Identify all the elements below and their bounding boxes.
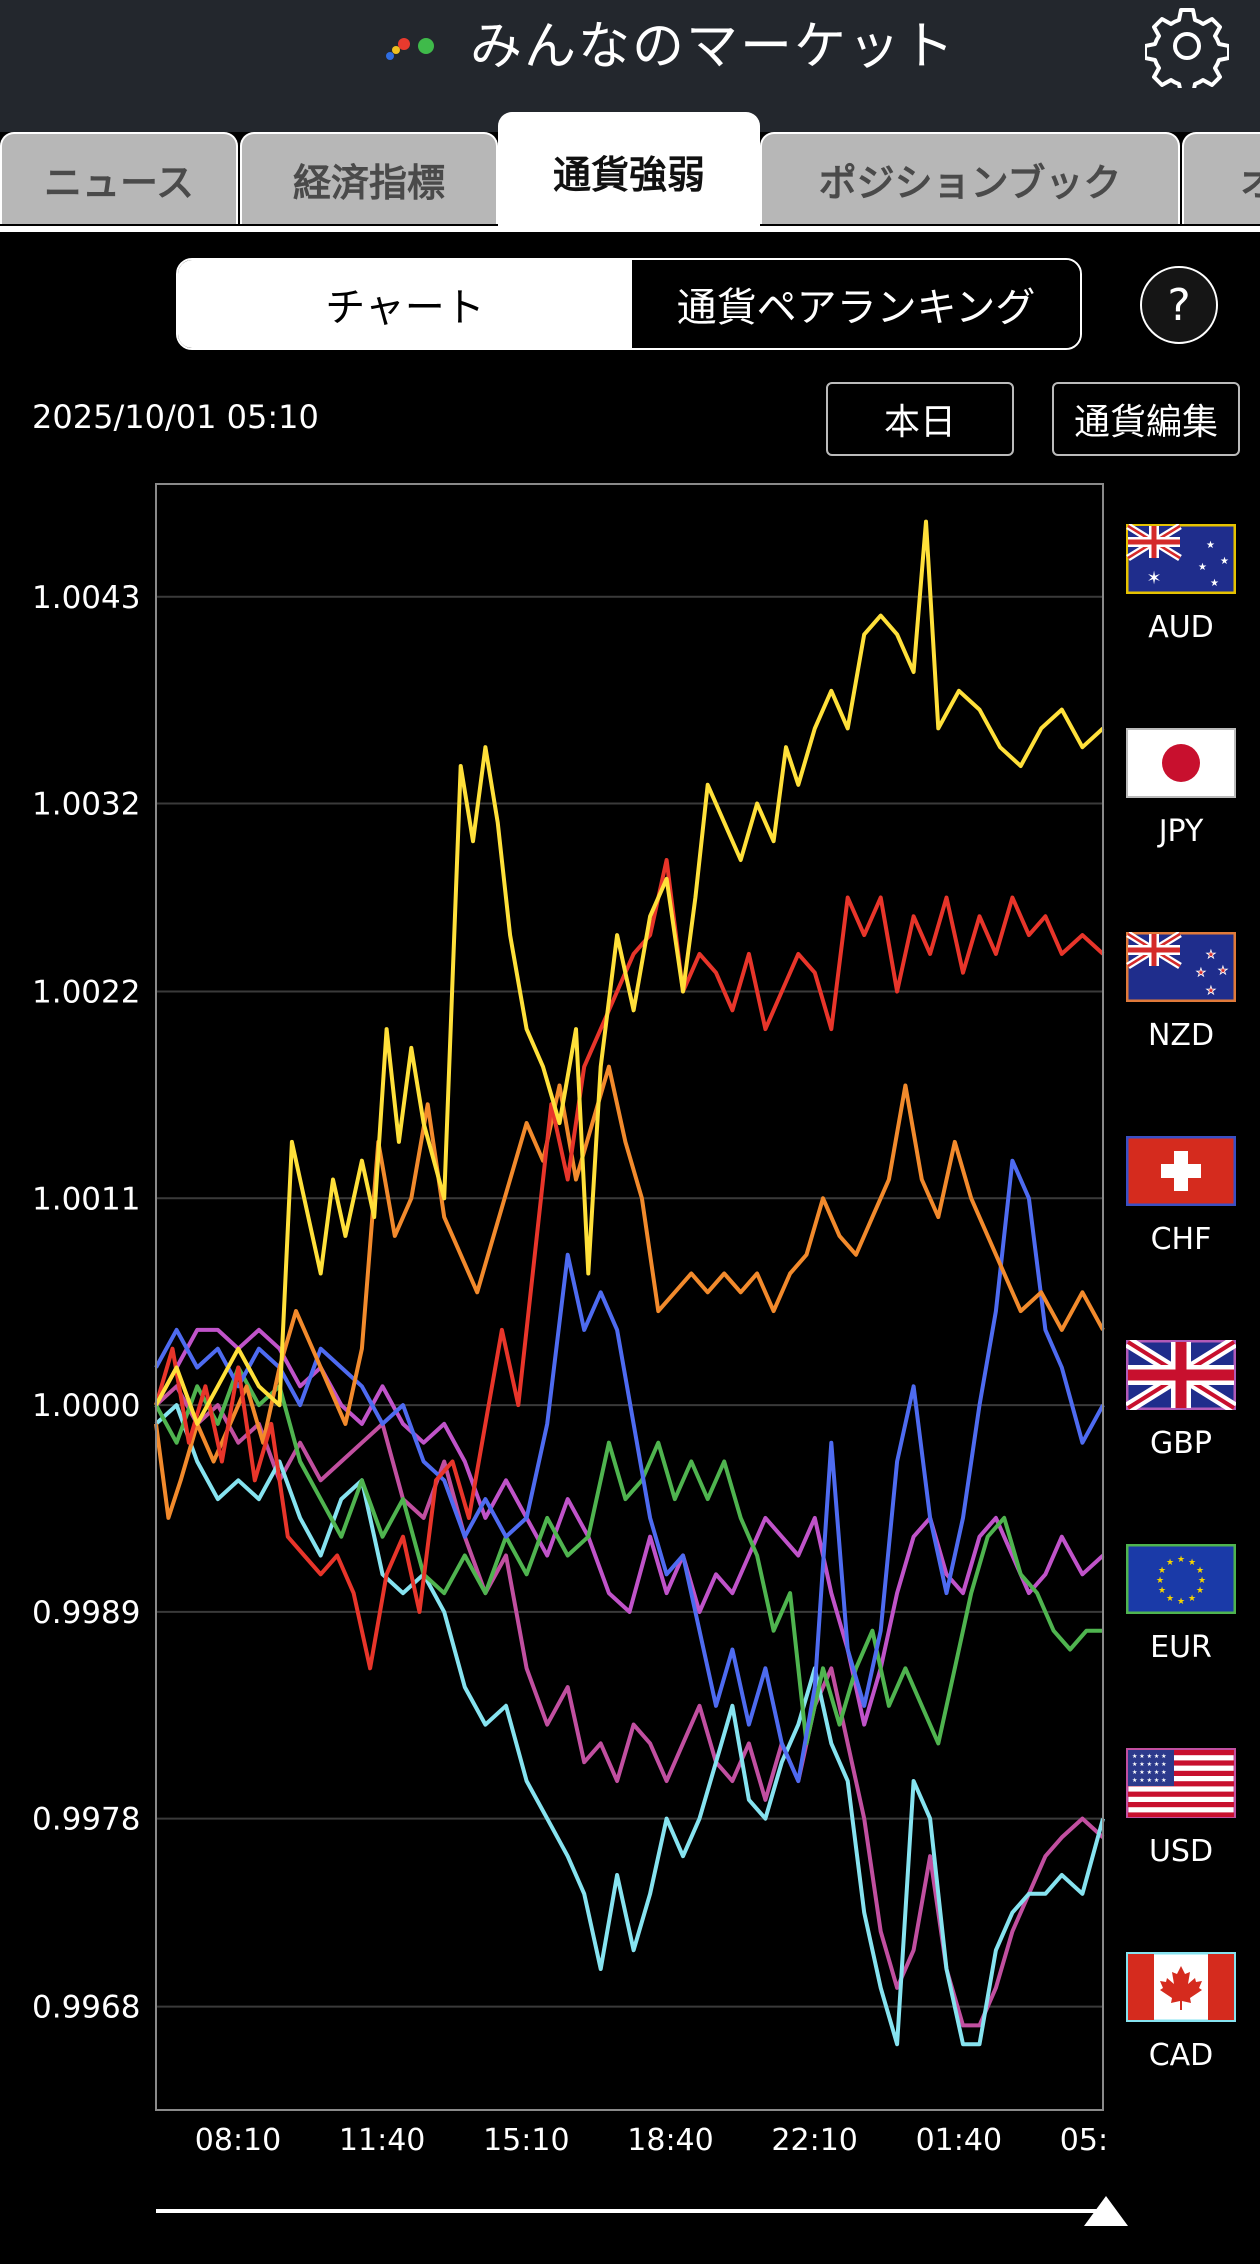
edit-currencies-button[interactable]: 通貨編集 [1052, 382, 1240, 456]
series-line-3 [154, 1158, 1105, 1783]
svg-text:★: ★ [1177, 1597, 1185, 1607]
svg-text:★: ★ [1210, 578, 1219, 589]
help-button[interactable]: ? [1140, 266, 1218, 344]
segment-chart[interactable]: チャート [178, 260, 632, 348]
tab-position-book[interactable]: ポジションブック [760, 132, 1180, 224]
svg-text:★ ★ ★ ★ ★: ★ ★ ★ ★ ★ [1132, 1769, 1167, 1776]
svg-text:★: ★ [1196, 1586, 1204, 1596]
svg-text:★: ★ [1218, 964, 1228, 977]
currency-code: NZD [1147, 1018, 1215, 1053]
svg-text:★: ★ [1177, 1555, 1185, 1565]
tab-economic-indicators[interactable]: 経済指標 [240, 132, 498, 224]
view-segment-control: チャート 通貨ペアランキング [176, 258, 1082, 350]
svg-text:★: ★ [1206, 540, 1215, 551]
series-line-7 [154, 1403, 1105, 2047]
svg-text:★: ★ [1206, 948, 1216, 961]
svg-text:★: ★ [1188, 1558, 1196, 1568]
currency-code: USD [1148, 1834, 1214, 1869]
svg-text:★: ★ [1166, 1594, 1174, 1604]
svg-text:★: ★ [1166, 1558, 1174, 1568]
tab-news[interactable]: ニュース [0, 132, 238, 224]
currency-code: JPY [1158, 814, 1204, 849]
svg-text:★: ★ [1188, 1594, 1196, 1604]
x-tick-label: 05:10 [1060, 2123, 1110, 2158]
slider-handle-icon[interactable] [1082, 2194, 1130, 2228]
plot-frame [155, 483, 1104, 2111]
svg-text:★ ★ ★ ★ ★: ★ ★ ★ ★ ★ [1132, 1761, 1167, 1768]
segment-pair-ranking[interactable]: 通貨ペアランキング [632, 260, 1080, 348]
australia-flag-icon: ✶ ★ ★ ★ ★ [1126, 524, 1236, 594]
app-logo-icon [386, 38, 434, 60]
x-tick-label: 11:40 [339, 2123, 425, 2158]
y-tick-label: 1.0011 [32, 1181, 140, 1217]
y-tick-label: 1.0000 [32, 1388, 140, 1424]
switzerland-flag-icon [1126, 1136, 1236, 1206]
x-tick-label: 15:10 [483, 2123, 569, 2158]
usa-flag-icon: ★ ★ ★ ★ ★★ ★ ★ ★ ★ ★ ★ ★ ★ ★★ ★ ★ ★ ★ [1126, 1748, 1236, 1818]
y-tick-label: 0.9968 [32, 1990, 140, 2026]
svg-text:★: ★ [1156, 1576, 1164, 1586]
series-line-2 [154, 1064, 1105, 1520]
currency-nzd[interactable]: ★ ★ ★ ★ NZD [1126, 932, 1236, 1072]
svg-text:★: ★ [1198, 1576, 1206, 1586]
svg-text:★: ★ [1158, 1566, 1166, 1576]
x-tick-label: 08:10 [195, 2123, 281, 2158]
y-tick-label: 1.0022 [32, 975, 140, 1011]
uk-flag-icon [1126, 1340, 1236, 1410]
time-range-slider[interactable] [156, 2209, 1106, 2213]
currency-code: CAD [1148, 2038, 1214, 2073]
y-tick-label: 0.9989 [32, 1595, 140, 1631]
currency-cad[interactable]: CAD [1126, 1952, 1236, 2092]
svg-text:★ ★ ★ ★ ★: ★ ★ ★ ★ ★ [1132, 1753, 1167, 1760]
series-line-0 [154, 519, 1105, 1426]
japan-flag-icon [1126, 728, 1236, 798]
currency-eur[interactable]: ★ ★ ★ ★ ★ ★ ★ ★ ★ ★ ★ ★ EUR [1126, 1544, 1236, 1684]
x-tick-label: 01:40 [916, 2123, 1002, 2158]
chart-timestamp: 2025/10/01 05:10 [32, 398, 319, 436]
today-button[interactable]: 本日 [826, 382, 1014, 456]
tab-currency-strength[interactable]: 通貨強弱 [498, 112, 760, 228]
svg-text:★ ★ ★ ★ ★: ★ ★ ★ ★ ★ [1132, 1777, 1167, 1784]
app-header: みんなのマーケット [0, 0, 1260, 132]
main-tabs: ニュース 経済指標 通貨強弱 ポジションブック オ [0, 112, 1260, 228]
currency-code: CHF [1150, 1222, 1212, 1257]
tab-more[interactable]: オ [1182, 132, 1260, 224]
gear-icon[interactable] [1145, 4, 1229, 88]
currency-gbp[interactable]: GBP [1126, 1340, 1236, 1480]
svg-text:★: ★ [1206, 984, 1216, 997]
svg-text:★: ★ [1198, 562, 1207, 573]
currency-code: AUD [1148, 610, 1214, 645]
series-line-1 [154, 858, 1105, 1671]
app-title: みんなのマーケット [470, 17, 957, 77]
y-tick-label: 1.0032 [32, 787, 140, 823]
x-tick-label: 18:40 [627, 2123, 713, 2158]
new-zealand-flag-icon: ★ ★ ★ ★ [1126, 932, 1236, 1002]
x-tick-label: 22:10 [771, 2123, 857, 2158]
svg-text:★: ★ [1196, 1566, 1204, 1576]
currency-jpy[interactable]: JPY [1126, 728, 1236, 868]
currency-strength-chart[interactable]: 1.0043 1.0032 1.0022 1.0011 1.0000 0.9989 0.99… [0, 470, 1110, 2170]
svg-text:★: ★ [1196, 966, 1206, 979]
svg-text:★: ★ [1220, 556, 1229, 567]
currency-code: GBP [1150, 1426, 1212, 1461]
tab-underline [0, 226, 1260, 232]
svg-text:★: ★ [1158, 1586, 1166, 1596]
currency-code: EUR [1150, 1630, 1212, 1665]
series-line-4 [154, 1365, 1103, 1746]
eu-flag-icon: ★ ★★ ★★★ ★★★ ★★★ [1126, 1544, 1236, 1614]
y-tick-label: 1.0043 [32, 580, 140, 616]
currency-chf[interactable]: CHF [1126, 1136, 1236, 1276]
y-tick-label: 0.9978 [32, 1802, 140, 1838]
canada-flag-icon [1126, 1952, 1236, 2022]
currency-aud[interactable]: ✶ ★ ★ ★ ★ AUD [1126, 524, 1236, 664]
svg-text:✶: ✶ [1146, 568, 1161, 589]
currency-usd[interactable]: ★ ★ ★ ★ ★ ★ ★ ★ ★ ★ ★ ★ ★ ★ ★ ★ ★ ★ ★ ★ US… [1126, 1748, 1236, 1888]
